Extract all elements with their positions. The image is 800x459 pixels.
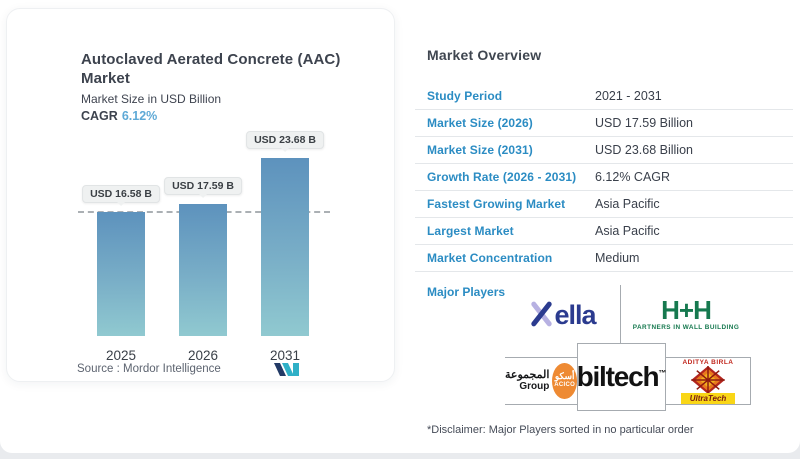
xella-x-icon	[529, 300, 554, 328]
overview-row-value: USD 17.59 Billion	[595, 116, 693, 130]
hh-logo-tagline: PARTNERS IN WALL BUILDING	[632, 323, 740, 331]
x-axis-label: 2031	[269, 348, 301, 363]
x-axis-label: 2025	[105, 348, 137, 363]
overview-row-label: Market Size (2031)	[427, 143, 533, 157]
overview-row-value: USD 23.68 Billion	[595, 143, 693, 157]
chart-subtitle: Market Size in USD Billion	[81, 92, 222, 106]
overview-row-value: Asia Pacific	[595, 197, 660, 211]
bar	[179, 204, 227, 336]
major-players-logo-grid: ella H+H PARTNERS IN WALL BUILDING المجم…	[505, 285, 751, 411]
acico-arabic-text: المجموعة	[505, 369, 550, 381]
acico-circle-en: ACICO	[554, 382, 576, 388]
overview-row: Market Concentration Medium	[415, 245, 793, 272]
biltech-logo: biltech™	[577, 343, 666, 411]
ultratech-band-text: UltraTech	[689, 393, 727, 403]
bar-column: USD 16.58 B 2025	[82, 132, 160, 363]
overview-table: Study Period 2021 - 2031 Market Size (2026…	[415, 83, 793, 272]
xella-logo-mark: ella	[529, 300, 597, 330]
xella-logo-text: ella	[554, 300, 596, 330]
overview-row-value: 2021 - 2031	[595, 89, 662, 103]
overview-row-value: Medium	[595, 251, 640, 265]
overview-row-label: Market Concentration	[427, 251, 553, 265]
acico-logo: المجموعة Group أسكو ACICO	[505, 357, 577, 405]
players-row-1: ella H+H PARTNERS IN WALL BUILDING	[505, 285, 751, 343]
bar-value-chip: USD 16.58 B	[82, 185, 160, 206]
overview-row-label: Study Period	[427, 89, 503, 103]
major-players-label: Major Players	[427, 285, 506, 299]
overview-row-label: Growth Rate (2026 - 2031)	[427, 170, 577, 184]
bar	[261, 158, 309, 336]
cagr-label: CAGR	[81, 109, 118, 123]
chart-title: Autoclaved Aerated Concrete (AAC) Market	[81, 50, 361, 88]
cagr-line: CAGR 6.12%	[81, 109, 157, 123]
ultratech-logo: ADITYA BIRLA UltraTech	[666, 357, 751, 405]
cagr-value: 6.12%	[121, 109, 158, 123]
overview-row: Largest Market Asia Pacific	[415, 218, 793, 245]
bar-value-chip: USD 23.68 B	[246, 131, 324, 152]
hh-logo-text: H+H	[661, 294, 712, 325]
acico-circle-icon: أسكو ACICO	[552, 363, 577, 399]
overview-title: Market Overview	[427, 47, 542, 63]
bar	[97, 212, 145, 336]
source-attribution: Source : Mordor Intelligence	[77, 363, 221, 375]
x-axis-label: 2026	[187, 348, 219, 363]
hh-logo: H+H PARTNERS IN WALL BUILDING	[620, 285, 751, 343]
acico-logo-text: المجموعة Group	[505, 369, 550, 393]
chart-plot-area: USD 16.58 B 2025 USD 17.59 B 2026 USD 23.68 …	[74, 131, 330, 363]
aditya-birla-sun-icon	[691, 365, 725, 394]
overview-row-value: Asia Pacific	[595, 224, 660, 238]
overview-row: Growth Rate (2026 - 2031) 6.12% CAGR	[415, 164, 793, 191]
biltech-logo-text: biltech™	[576, 361, 667, 392]
overview-row: Market Size (2031) USD 23.68 Billion	[415, 137, 793, 164]
bar-column: USD 17.59 B 2026	[164, 132, 242, 363]
acico-circle-arabic: أسكو	[554, 371, 575, 381]
market-overview-panel: Market Overview Study Period 2021 - 2031 M…	[415, 0, 793, 453]
disclaimer-text: *Disclaimer: Major Players sorted in no …	[427, 424, 694, 436]
overview-row: Study Period 2021 - 2031	[415, 83, 793, 110]
overview-row: Fastest Growing Market Asia Pacific	[415, 191, 793, 218]
biltech-tm: ™	[658, 368, 667, 378]
acico-group-text: Group	[519, 381, 550, 392]
chart-title-line2: Market	[81, 70, 130, 87]
overview-row-value: 6.12% CAGR	[595, 170, 671, 184]
ultratech-band: UltraTech	[681, 392, 735, 404]
overview-row-label: Market Size (2026)	[427, 116, 533, 130]
aditya-birla-text: ADITYA BIRLA	[682, 358, 734, 366]
mordor-intelligence-logo-icon	[274, 363, 299, 376]
overview-row: Market Size (2026) USD 17.59 Billion	[415, 110, 793, 137]
market-chart-card: Autoclaved Aerated Concrete (AAC) Market…	[6, 8, 395, 382]
chart-title-line1: Autoclaved Aerated Concrete (AAC)	[81, 51, 341, 68]
overview-row-label: Largest Market	[427, 224, 514, 238]
xella-logo: ella	[505, 285, 620, 343]
bar-column: USD 23.68 B 2031	[246, 131, 324, 363]
overview-row-label: Fastest Growing Market	[427, 197, 566, 211]
bar-value-chip: USD 17.59 B	[164, 177, 242, 198]
